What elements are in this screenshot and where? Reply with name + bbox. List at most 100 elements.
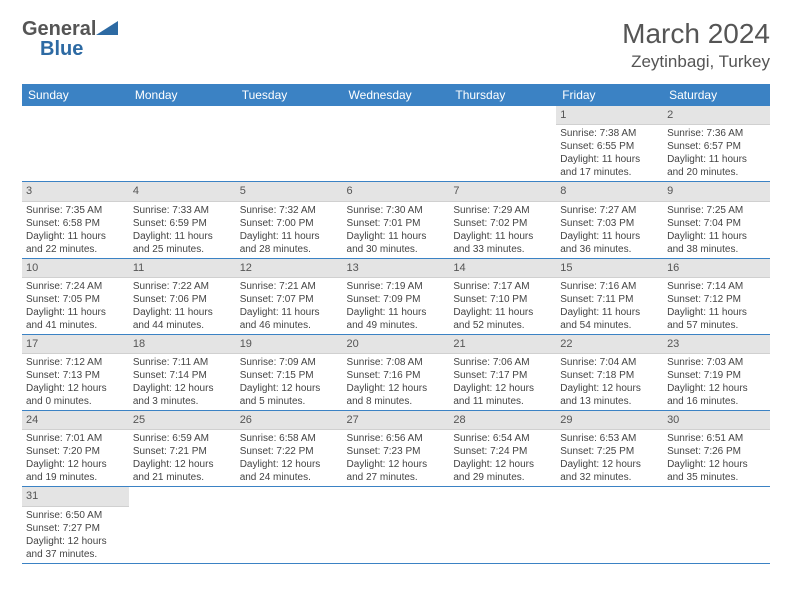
- sunset-text: Sunset: 7:27 PM: [26, 522, 125, 535]
- calendar-cell: 12 Sunrise: 7:21 AMSunset: 7:07 PMDayligh…: [236, 258, 343, 334]
- daylight-text: Daylight: 12 hours and 24 minutes.: [240, 458, 339, 484]
- daylight-text: Daylight: 11 hours and 17 minutes.: [560, 153, 659, 179]
- day-header: Saturday: [663, 84, 770, 106]
- day-number: 16: [663, 259, 770, 278]
- day-number: 8: [556, 182, 663, 201]
- sunrise-text: Sunrise: 7:25 AM: [667, 204, 766, 217]
- sunset-text: Sunset: 7:03 PM: [560, 217, 659, 230]
- sunset-text: Sunset: 7:23 PM: [347, 445, 446, 458]
- sunset-text: Sunset: 7:16 PM: [347, 369, 446, 382]
- day-body: Sunrise: 7:17 AMSunset: 7:10 PMDaylight:…: [449, 278, 556, 334]
- sunrise-text: Sunrise: 7:30 AM: [347, 204, 446, 217]
- calendar-cell: 30Sunrise: 6:51 AMSunset: 7:26 PMDayligh…: [663, 411, 770, 487]
- sunrise-text: Sunrise: 7:21 AM: [240, 280, 339, 293]
- sunrise-text: Sunrise: 7:12 AM: [26, 356, 125, 369]
- sunrise-text: Sunrise: 7:32 AM: [240, 204, 339, 217]
- daylight-text: Daylight: 11 hours and 36 minutes.: [560, 230, 659, 256]
- calendar-cell: 22Sunrise: 7:04 AMSunset: 7:18 PMDayligh…: [556, 334, 663, 410]
- day-body: Sunrise: 7:19 AMSunset: 7:09 PMDaylight:…: [343, 278, 450, 334]
- sunrise-text: Sunrise: 7:36 AM: [667, 127, 766, 140]
- day-number: 29: [556, 411, 663, 430]
- day-body: Sunrise: 7:06 AMSunset: 7:17 PMDaylight:…: [449, 354, 556, 410]
- sunset-text: Sunset: 7:18 PM: [560, 369, 659, 382]
- calendar-cell: [236, 487, 343, 563]
- day-number: 13: [343, 259, 450, 278]
- day-body: Sunrise: 6:53 AMSunset: 7:25 PMDaylight:…: [556, 430, 663, 486]
- sunrise-text: Sunrise: 7:03 AM: [667, 356, 766, 369]
- daylight-text: Daylight: 11 hours and 46 minutes.: [240, 306, 339, 332]
- sunset-text: Sunset: 7:07 PM: [240, 293, 339, 306]
- sunrise-text: Sunrise: 7:04 AM: [560, 356, 659, 369]
- sunset-text: Sunset: 7:09 PM: [347, 293, 446, 306]
- location: Zeytinbagi, Turkey: [622, 52, 770, 72]
- sunrise-text: Sunrise: 6:50 AM: [26, 509, 125, 522]
- daylight-text: Daylight: 11 hours and 41 minutes.: [26, 306, 125, 332]
- calendar-row: 17Sunrise: 7:12 AMSunset: 7:13 PMDayligh…: [22, 334, 770, 410]
- sunrise-text: Sunrise: 7:29 AM: [453, 204, 552, 217]
- calendar-cell: 4Sunrise: 7:33 AMSunset: 6:59 PMDaylight…: [129, 182, 236, 258]
- daylight-text: Daylight: 12 hours and 35 minutes.: [667, 458, 766, 484]
- day-header: Thursday: [449, 84, 556, 106]
- calendar-head: SundayMondayTuesdayWednesdayThursdayFrid…: [22, 84, 770, 106]
- calendar-cell: 24Sunrise: 7:01 AMSunset: 7:20 PMDayligh…: [22, 411, 129, 487]
- calendar-cell: 31Sunrise: 6:50 AMSunset: 7:27 PMDayligh…: [22, 487, 129, 563]
- sunset-text: Sunset: 7:12 PM: [667, 293, 766, 306]
- day-number: 9: [663, 182, 770, 201]
- logo-triangle-icon: [96, 18, 118, 41]
- day-body: Sunrise: 7:03 AMSunset: 7:19 PMDaylight:…: [663, 354, 770, 410]
- sunrise-text: Sunrise: 7:22 AM: [133, 280, 232, 293]
- day-number: 7: [449, 182, 556, 201]
- day-number: 24: [22, 411, 129, 430]
- day-number: 11: [129, 259, 236, 278]
- day-body: Sunrise: 6:56 AMSunset: 7:23 PMDaylight:…: [343, 430, 450, 486]
- daylight-text: Daylight: 11 hours and 30 minutes.: [347, 230, 446, 256]
- day-number: 20: [343, 335, 450, 354]
- daylight-text: Daylight: 12 hours and 11 minutes.: [453, 382, 552, 408]
- day-body: Sunrise: 7:12 AMSunset: 7:13 PMDaylight:…: [22, 354, 129, 410]
- sunset-text: Sunset: 7:06 PM: [133, 293, 232, 306]
- day-body: Sunrise: 7:01 AMSunset: 7:20 PMDaylight:…: [22, 430, 129, 486]
- calendar-cell: 21Sunrise: 7:06 AMSunset: 7:17 PMDayligh…: [449, 334, 556, 410]
- day-number: 27: [343, 411, 450, 430]
- calendar-table: SundayMondayTuesdayWednesdayThursdayFrid…: [22, 84, 770, 564]
- daylight-text: Daylight: 11 hours and 33 minutes.: [453, 230, 552, 256]
- calendar-row: 3Sunrise: 7:35 AMSunset: 6:58 PMDaylight…: [22, 182, 770, 258]
- calendar-cell: 7Sunrise: 7:29 AMSunset: 7:02 PMDaylight…: [449, 182, 556, 258]
- sunrise-text: Sunrise: 7:06 AM: [453, 356, 552, 369]
- calendar-cell: 11Sunrise: 7:22 AMSunset: 7:06 PMDayligh…: [129, 258, 236, 334]
- header: General March 2024 Zeytinbagi, Turkey: [22, 18, 770, 72]
- calendar-cell: [22, 106, 129, 182]
- day-number: 12: [236, 259, 343, 278]
- daylight-text: Daylight: 11 hours and 54 minutes.: [560, 306, 659, 332]
- daylight-text: Daylight: 11 hours and 22 minutes.: [26, 230, 125, 256]
- daylight-text: Daylight: 11 hours and 20 minutes.: [667, 153, 766, 179]
- day-number: 14: [449, 259, 556, 278]
- sunrise-text: Sunrise: 7:24 AM: [26, 280, 125, 293]
- day-number: 4: [129, 182, 236, 201]
- day-body: Sunrise: 6:51 AMSunset: 7:26 PMDaylight:…: [663, 430, 770, 486]
- calendar-cell: 29Sunrise: 6:53 AMSunset: 7:25 PMDayligh…: [556, 411, 663, 487]
- sunset-text: Sunset: 7:17 PM: [453, 369, 552, 382]
- daylight-text: Daylight: 12 hours and 19 minutes.: [26, 458, 125, 484]
- calendar-cell: 8Sunrise: 7:27 AMSunset: 7:03 PMDaylight…: [556, 182, 663, 258]
- sunset-text: Sunset: 7:04 PM: [667, 217, 766, 230]
- calendar-cell: [236, 106, 343, 182]
- sunrise-text: Sunrise: 6:51 AM: [667, 432, 766, 445]
- sunrise-text: Sunrise: 6:54 AM: [453, 432, 552, 445]
- sunset-text: Sunset: 7:21 PM: [133, 445, 232, 458]
- day-number: 30: [663, 411, 770, 430]
- day-number: 5: [236, 182, 343, 201]
- calendar-cell: 25Sunrise: 6:59 AMSunset: 7:21 PMDayligh…: [129, 411, 236, 487]
- day-number: 21: [449, 335, 556, 354]
- sunset-text: Sunset: 7:05 PM: [26, 293, 125, 306]
- sunset-text: Sunset: 6:55 PM: [560, 140, 659, 153]
- sunrise-text: Sunrise: 7:16 AM: [560, 280, 659, 293]
- sunset-text: Sunset: 7:20 PM: [26, 445, 125, 458]
- calendar-cell: 10Sunrise: 7:24 AMSunset: 7:05 PMDayligh…: [22, 258, 129, 334]
- day-header: Wednesday: [343, 84, 450, 106]
- calendar-cell: 6Sunrise: 7:30 AMSunset: 7:01 PMDaylight…: [343, 182, 450, 258]
- calendar-body: 1Sunrise: 7:38 AMSunset: 6:55 PMDaylight…: [22, 106, 770, 563]
- sunrise-text: Sunrise: 7:14 AM: [667, 280, 766, 293]
- sunset-text: Sunset: 6:59 PM: [133, 217, 232, 230]
- daylight-text: Daylight: 12 hours and 5 minutes.: [240, 382, 339, 408]
